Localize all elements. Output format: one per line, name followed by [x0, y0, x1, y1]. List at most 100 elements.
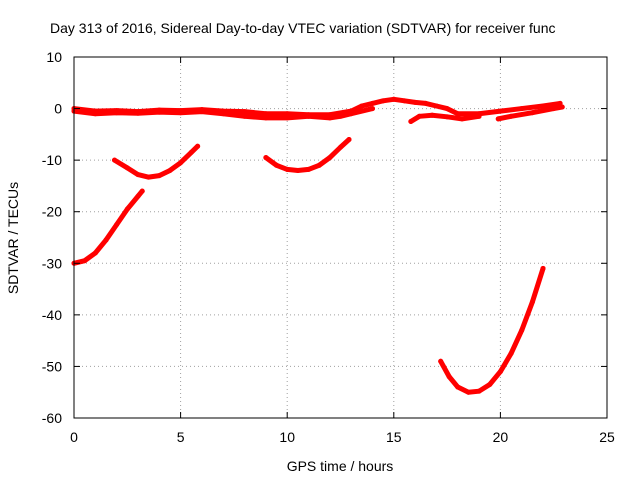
- x-tick-label: 20: [493, 429, 509, 445]
- series-arc-17-22h: [438, 265, 546, 395]
- data-point: [380, 98, 386, 104]
- data-point: [188, 149, 194, 155]
- data-point: [476, 113, 482, 119]
- data-point: [327, 155, 333, 161]
- data-point: [195, 143, 201, 149]
- data-point: [274, 162, 280, 168]
- data-point: [416, 113, 422, 119]
- data-point: [295, 167, 301, 173]
- data-series: [71, 96, 565, 395]
- data-point: [497, 108, 503, 114]
- data-point: [529, 299, 535, 305]
- y-tick-label: -60: [42, 410, 62, 426]
- data-point: [135, 193, 141, 199]
- data-point: [559, 104, 565, 110]
- tick-marks: [73, 56, 608, 419]
- data-point: [529, 110, 535, 116]
- series-arc-0-3h: [71, 188, 145, 266]
- data-point: [220, 111, 226, 117]
- plot-frame: [73, 56, 608, 419]
- series-baseline-lower: [71, 106, 375, 121]
- data-point: [359, 103, 365, 109]
- data-point: [429, 112, 435, 118]
- x-axis-label: GPS time / hours: [287, 458, 394, 474]
- data-point: [306, 113, 312, 119]
- data-point: [401, 98, 407, 104]
- x-tick-label: 10: [279, 429, 295, 445]
- data-point: [346, 137, 352, 143]
- data-point: [103, 237, 109, 243]
- data-point: [551, 106, 557, 112]
- data-point: [199, 109, 205, 115]
- data-point: [284, 115, 290, 121]
- y-tick-label: 10: [46, 49, 62, 65]
- data-point: [540, 265, 546, 271]
- data-point: [348, 111, 354, 117]
- data-point: [408, 118, 414, 124]
- data-point: [139, 188, 145, 194]
- x-tick-label: 0: [70, 429, 78, 445]
- y-tick-label: -20: [42, 204, 62, 220]
- data-point: [316, 162, 322, 168]
- data-point: [519, 106, 525, 112]
- data-point: [146, 174, 152, 180]
- data-point: [242, 109, 248, 115]
- data-point: [124, 206, 130, 212]
- data-point: [284, 166, 290, 172]
- data-point: [497, 369, 503, 375]
- data-point: [540, 103, 546, 109]
- data-point: [114, 110, 120, 116]
- data-point: [263, 155, 269, 161]
- data-point: [369, 100, 375, 106]
- y-tick-label: -30: [42, 255, 62, 271]
- y-tick-label: -50: [42, 358, 62, 374]
- data-point: [124, 165, 130, 171]
- data-point: [82, 258, 88, 264]
- y-tick-label: -40: [42, 307, 62, 323]
- data-point: [444, 114, 450, 120]
- data-point: [465, 389, 471, 395]
- data-point: [487, 381, 493, 387]
- data-point: [508, 351, 514, 357]
- data-point: [284, 111, 290, 117]
- data-point: [423, 100, 429, 106]
- data-point: [263, 115, 269, 121]
- data-point: [455, 384, 461, 390]
- data-point: [508, 113, 514, 119]
- x-tick-label: 5: [177, 429, 185, 445]
- data-point: [156, 173, 162, 179]
- tick-labels: 0 5 10 15 20 25 10 0 -10 -20 -30 -40 -50 -60: [42, 49, 615, 445]
- x-tick-label: 15: [386, 429, 402, 445]
- data-point: [263, 111, 269, 117]
- data-point: [178, 110, 184, 116]
- data-point: [114, 222, 120, 228]
- data-point: [444, 106, 450, 112]
- data-point: [92, 111, 98, 117]
- data-point: [178, 160, 184, 166]
- y-axis-label: SDTVAR / TECUs: [5, 182, 21, 294]
- y-tick-label: 0: [54, 101, 62, 117]
- y-tick-label: -10: [42, 152, 62, 168]
- data-point: [135, 172, 141, 178]
- data-point: [156, 109, 162, 115]
- data-point: [167, 167, 173, 173]
- data-point: [135, 110, 141, 116]
- data-point: [242, 113, 248, 119]
- data-point: [519, 327, 525, 333]
- data-point: [391, 96, 397, 102]
- data-point: [306, 166, 312, 172]
- data-point: [455, 111, 461, 117]
- data-point: [438, 358, 444, 364]
- x-tick-label: 25: [599, 429, 615, 445]
- data-point: [476, 388, 482, 394]
- data-point: [412, 99, 418, 105]
- data-point: [112, 157, 118, 163]
- data-point: [433, 103, 439, 109]
- data-point: [446, 374, 452, 380]
- data-point: [92, 250, 98, 256]
- data-point: [495, 116, 501, 122]
- data-point: [327, 115, 333, 121]
- data-point: [338, 113, 343, 119]
- data-point: [338, 144, 343, 150]
